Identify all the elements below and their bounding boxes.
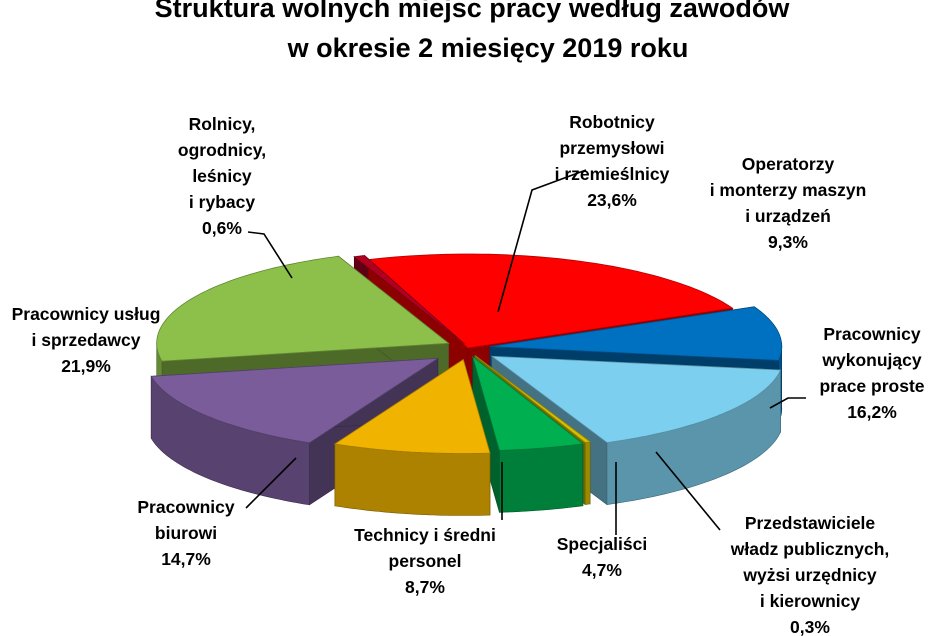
slice-label-line: prace proste xyxy=(819,376,924,396)
slice-top xyxy=(489,306,783,361)
slice-label: Operatorzy i monterzy maszyn i urządzeń 9,3… xyxy=(710,154,867,252)
slice-label-line: Specjaliści xyxy=(557,534,647,554)
slice-label-line: Pracownicy xyxy=(823,324,921,344)
slice-value-label: 9,3% xyxy=(768,232,808,252)
leader-line xyxy=(769,397,806,409)
slice-label-line: ogrodnicy, xyxy=(178,140,266,160)
slice-side xyxy=(499,443,584,513)
slice-labels: Robotnicy przemysłowi i rzemieślnicy 23,6% O… xyxy=(12,112,925,636)
slice-value-label: 16,2% xyxy=(847,402,897,422)
leader-line xyxy=(497,169,587,313)
slice-label: Pracownicy wykonujący prace proste 16,2% xyxy=(819,324,924,422)
slice-label-line: Pracownicy usług xyxy=(12,304,161,324)
slice-top xyxy=(474,355,591,443)
leader-line xyxy=(245,457,297,509)
slice-label-line: wyżsi urzędnicy xyxy=(742,565,877,585)
slice-label: Rolnicy, ogrodnicy, leśnicy i rybacy 0,6% xyxy=(178,114,266,238)
slice-value-label: 14,7% xyxy=(161,549,211,569)
slice-label: Technicy i średni personel 8,7% xyxy=(354,525,496,597)
slice-label: Pracownicy biurowi 14,7% xyxy=(137,497,235,569)
slice-label-line: Technicy i średni xyxy=(354,525,496,545)
slice-value-label: 0,3% xyxy=(790,617,830,636)
slice-side xyxy=(584,441,591,505)
slice-label-line: i sprzedawcy xyxy=(32,330,141,350)
slice-label-line: Pracownicy xyxy=(137,497,235,517)
slice-label-line: wykonujący xyxy=(821,350,921,370)
slice-label-line: i urządzeń xyxy=(745,206,831,226)
chart-subtitle: w okresie 2 miesięcy 2019 roku xyxy=(287,33,689,63)
leader-line xyxy=(247,231,293,279)
slice-label-line: leśnicy xyxy=(192,166,252,186)
slice-label-line: Robotnicy xyxy=(569,112,655,132)
slice-value-label: 23,6% xyxy=(587,190,637,210)
slice-top xyxy=(150,357,440,444)
slice-top xyxy=(472,355,584,451)
pie-slices xyxy=(150,253,783,516)
slice-label-line: Przedstawiciele xyxy=(745,513,876,533)
slice-value-label: 8,7% xyxy=(405,577,445,597)
slice-label: Pracownicy usług i sprzedawcy 21,9% xyxy=(12,304,161,376)
slice-label-line: personel xyxy=(389,551,462,571)
slice-label: Robotnicy przemysłowi i rzemieślnicy 23,6% xyxy=(555,112,670,210)
slice-label-line: władz publicznych, xyxy=(730,539,890,559)
slice-top xyxy=(367,253,734,349)
slice-value-label: 0,6% xyxy=(202,218,242,238)
slice-label-line: i monterzy maszyn xyxy=(710,180,867,200)
slice-side xyxy=(334,443,491,516)
slice-label-line: i rybacy xyxy=(189,192,255,212)
slice-label-line: i rzemieślnicy xyxy=(555,164,670,184)
slice-value-label: 4,7% xyxy=(582,560,622,580)
slice-label-line: i kierownicy xyxy=(760,591,860,611)
slice-label-line: Operatorzy xyxy=(742,154,835,174)
slice-top xyxy=(490,355,782,444)
slice-label-line: biurowi xyxy=(155,523,217,543)
slice-label: Przedstawiciele władz publicznych, wyżsi u… xyxy=(730,513,890,636)
slice-label-line: Rolnicy, xyxy=(189,114,256,134)
chart-title: Struktura wolnych miejsc pracy według za… xyxy=(155,0,791,23)
slice-top xyxy=(353,255,465,345)
slice-label: Specjaliści 4,7% xyxy=(557,534,647,580)
leader-line xyxy=(655,451,721,531)
slice-value-label: 21,9% xyxy=(61,356,111,376)
slice-top xyxy=(333,358,491,454)
slice-label-line: przemysłowi xyxy=(559,138,664,158)
